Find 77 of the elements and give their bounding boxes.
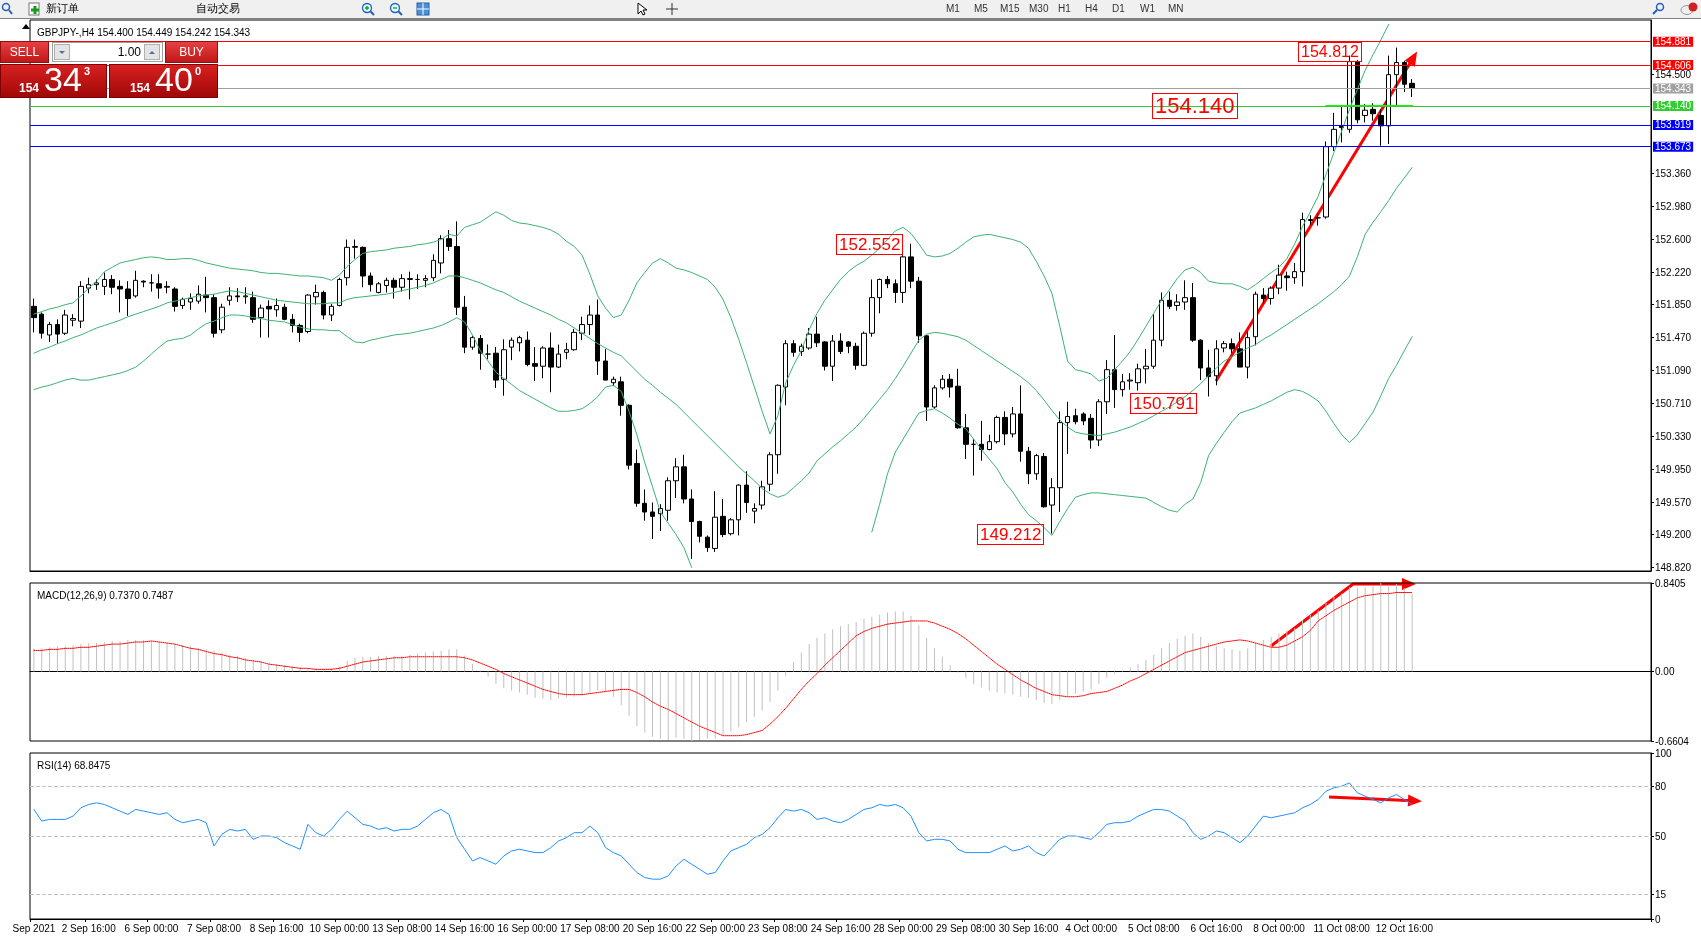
x-tick-label: 7 Sep 08:00: [187, 922, 242, 934]
y-tick-label: 148.820: [1655, 562, 1692, 574]
annotation: 34: [44, 60, 82, 98]
x-tick-label: 22 Sep 00:00: [685, 922, 746, 934]
y-tick-label: 153.360: [1655, 168, 1692, 180]
text: H1: [1058, 3, 1071, 14]
ref-line-label: 154.606: [1655, 59, 1692, 71]
annotation: 3: [84, 65, 91, 77]
y-tick-label: -0.6604: [1655, 735, 1690, 747]
x-tick-label: 16 Sep 00:00: [497, 922, 558, 934]
x-tick-label: Sep 2021: [12, 922, 56, 934]
ref-line-label: 153.919: [1655, 119, 1692, 131]
y-tick-label: 152.980: [1655, 201, 1692, 213]
x-tick-label: 2 Sep 16:00: [61, 922, 117, 934]
x-tick-label: 5 Oct 08:00: [1127, 922, 1181, 934]
y-tick-label: 100: [1655, 747, 1673, 759]
x-tick-label: 13 Sep 08:00: [372, 922, 433, 934]
x-tick-label: 20 Sep 16:00: [622, 922, 683, 934]
x-tick-label: 12 Oct 16:00: [1375, 922, 1434, 934]
text: GBPJPY-,H4 154.400 154.449 154.242 154.343: [37, 26, 251, 38]
text: M5: [974, 3, 988, 14]
text: W1: [1140, 3, 1155, 14]
y-tick-label: 0: [1655, 913, 1661, 925]
y-tick-label: 152.220: [1655, 267, 1692, 279]
annotation: 0: [195, 65, 202, 77]
ref-line-label: 154.881: [1655, 36, 1692, 48]
text: M15: [1000, 3, 1020, 14]
x-tick-label: 17 Sep 08:00: [560, 922, 621, 934]
annotation: 154.812: [1298, 42, 1362, 62]
x-tick-label: 11 Oct 08:00: [1313, 922, 1371, 934]
y-tick-label: 149.200: [1655, 529, 1692, 541]
annotation: 154: [130, 81, 151, 95]
text: D1: [1112, 3, 1125, 14]
x-tick-label: 4 Oct 00:00: [1065, 922, 1118, 934]
text: M30: [1029, 3, 1049, 14]
y-tick-label: 149.570: [1655, 496, 1692, 508]
y-tick-label: 0.00: [1655, 665, 1675, 677]
x-tick-label: 28 Sep 00:00: [873, 922, 934, 934]
y-tick-label: 152.600: [1655, 234, 1692, 246]
annotation: 154: [19, 81, 40, 95]
x-tick-label: 6 Oct 16:00: [1190, 922, 1243, 934]
text: 新订单: [46, 2, 79, 14]
ref-line-label: 154.140: [1655, 100, 1692, 112]
x-tick-label: 14 Sep 16:00: [434, 922, 495, 934]
x-tick-label: 6 Sep 00:00: [124, 922, 179, 934]
x-tick-label: 29 Sep 08:00: [936, 922, 996, 934]
text: RSI(14) 68.8475: [37, 759, 111, 771]
y-tick-label: 151.850: [1655, 299, 1692, 311]
annotation: 149.212: [977, 523, 1045, 545]
y-tick-label: 150.330: [1655, 431, 1692, 442]
y-tick-label: 149.950: [1655, 463, 1692, 475]
text: H4: [1085, 3, 1098, 14]
text: MN: [1168, 3, 1184, 14]
annotation: 40: [155, 60, 193, 98]
y-tick-label: 150.710: [1655, 398, 1692, 410]
annotation: 152.552: [836, 233, 904, 255]
x-tick-label: 8 Sep 16:00: [249, 922, 305, 934]
y-tick-label: 80: [1655, 780, 1667, 792]
annotation: BUY: [178, 45, 205, 59]
y-tick-label: 15: [1655, 888, 1667, 900]
x-tick-label: 10 Sep 00:00: [309, 922, 370, 934]
text: 自动交易: [196, 2, 240, 14]
annotation: 1.00: [116, 45, 141, 59]
y-tick-label: 151.090: [1655, 365, 1692, 377]
y-tick-label: 50: [1655, 830, 1667, 842]
x-tick-label: 24 Sep 16:00: [810, 922, 871, 934]
y-tick-label: 154.500: [1655, 69, 1692, 81]
text: MACD(12,26,9) 0.7370 0.7487: [37, 589, 174, 601]
annotation: SELL: [8, 45, 41, 59]
y-tick-label: 0.8405: [1655, 577, 1687, 589]
x-tick-label: 8 Oct 00:00: [1253, 922, 1306, 934]
ref-line-label: 153.673: [1655, 141, 1692, 153]
text: M1: [946, 3, 960, 14]
ref-line-label: 154.343: [1655, 83, 1692, 95]
x-tick-label: 23 Sep 08:00: [748, 922, 809, 934]
y-tick-label: 151.470: [1655, 332, 1692, 344]
x-tick-label: 30 Sep 16:00: [998, 922, 1059, 934]
